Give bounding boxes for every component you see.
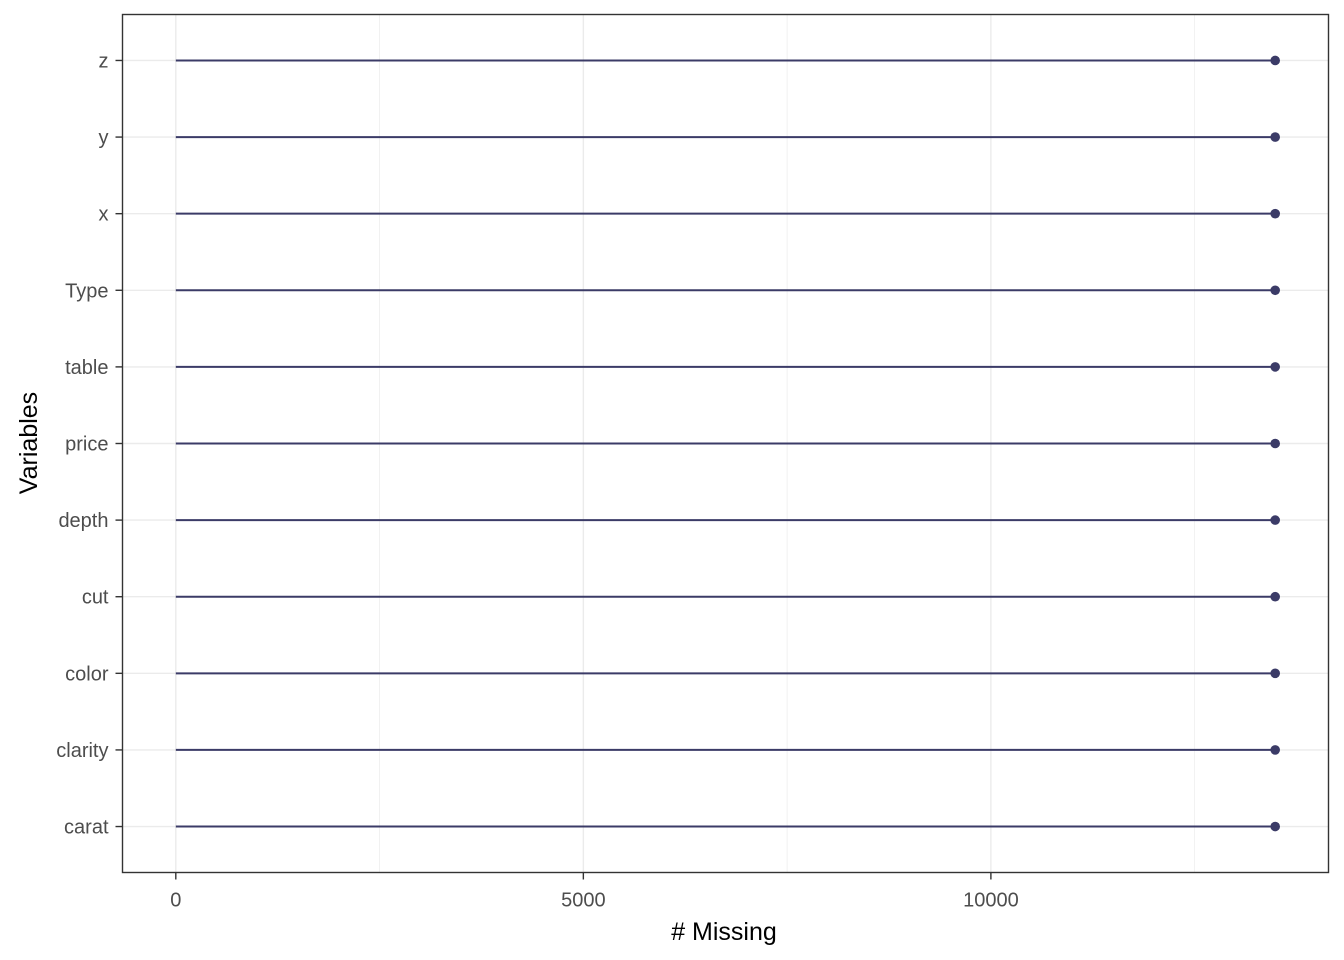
y-tick-label-clarity: clarity bbox=[56, 740, 108, 762]
lollipop-point-table bbox=[1270, 362, 1280, 372]
lollipop-point-color bbox=[1270, 668, 1280, 679]
y-axis: carat clarity color cut depth price table Type x… bbox=[56, 50, 123, 839]
x-tick-label: 0 bbox=[170, 890, 181, 912]
lollipop-point-clarity bbox=[1270, 745, 1280, 755]
lollipop-marks bbox=[175, 55, 1280, 832]
y-tick-label-z: z bbox=[99, 50, 109, 72]
lollipop-point-depth bbox=[1270, 515, 1280, 525]
lollipop-point-y bbox=[1270, 132, 1280, 142]
lollipop-point-cut bbox=[1270, 591, 1280, 602]
y-tick-label-color: color bbox=[65, 663, 109, 685]
y-tick-label-y: y bbox=[99, 127, 109, 149]
y-tick-label-x: x bbox=[99, 204, 109, 226]
y-tick-label-depth: depth bbox=[58, 510, 108, 532]
y-tick-label-cut: cut bbox=[82, 587, 109, 609]
x-tick-label: 10000 bbox=[963, 890, 1019, 912]
lollipop-point-x bbox=[1270, 208, 1280, 219]
x-tick-label: 5000 bbox=[561, 890, 606, 912]
y-tick-label-carat: carat bbox=[64, 817, 109, 839]
x-axis-title: # Missing bbox=[671, 918, 777, 946]
lollipop-point-type bbox=[1270, 285, 1280, 296]
lollipop-point-carat bbox=[1270, 821, 1280, 832]
x-axis: 0 5000 10000 bbox=[170, 872, 1019, 912]
y-tick-label-price: price bbox=[65, 434, 108, 456]
y-axis-title: Variables bbox=[15, 392, 43, 494]
lollipop-point-price bbox=[1270, 438, 1280, 449]
y-tick-label-type: Type bbox=[65, 280, 108, 302]
y-tick-label-table: table bbox=[65, 357, 108, 379]
lollipop-point-z bbox=[1270, 55, 1280, 66]
